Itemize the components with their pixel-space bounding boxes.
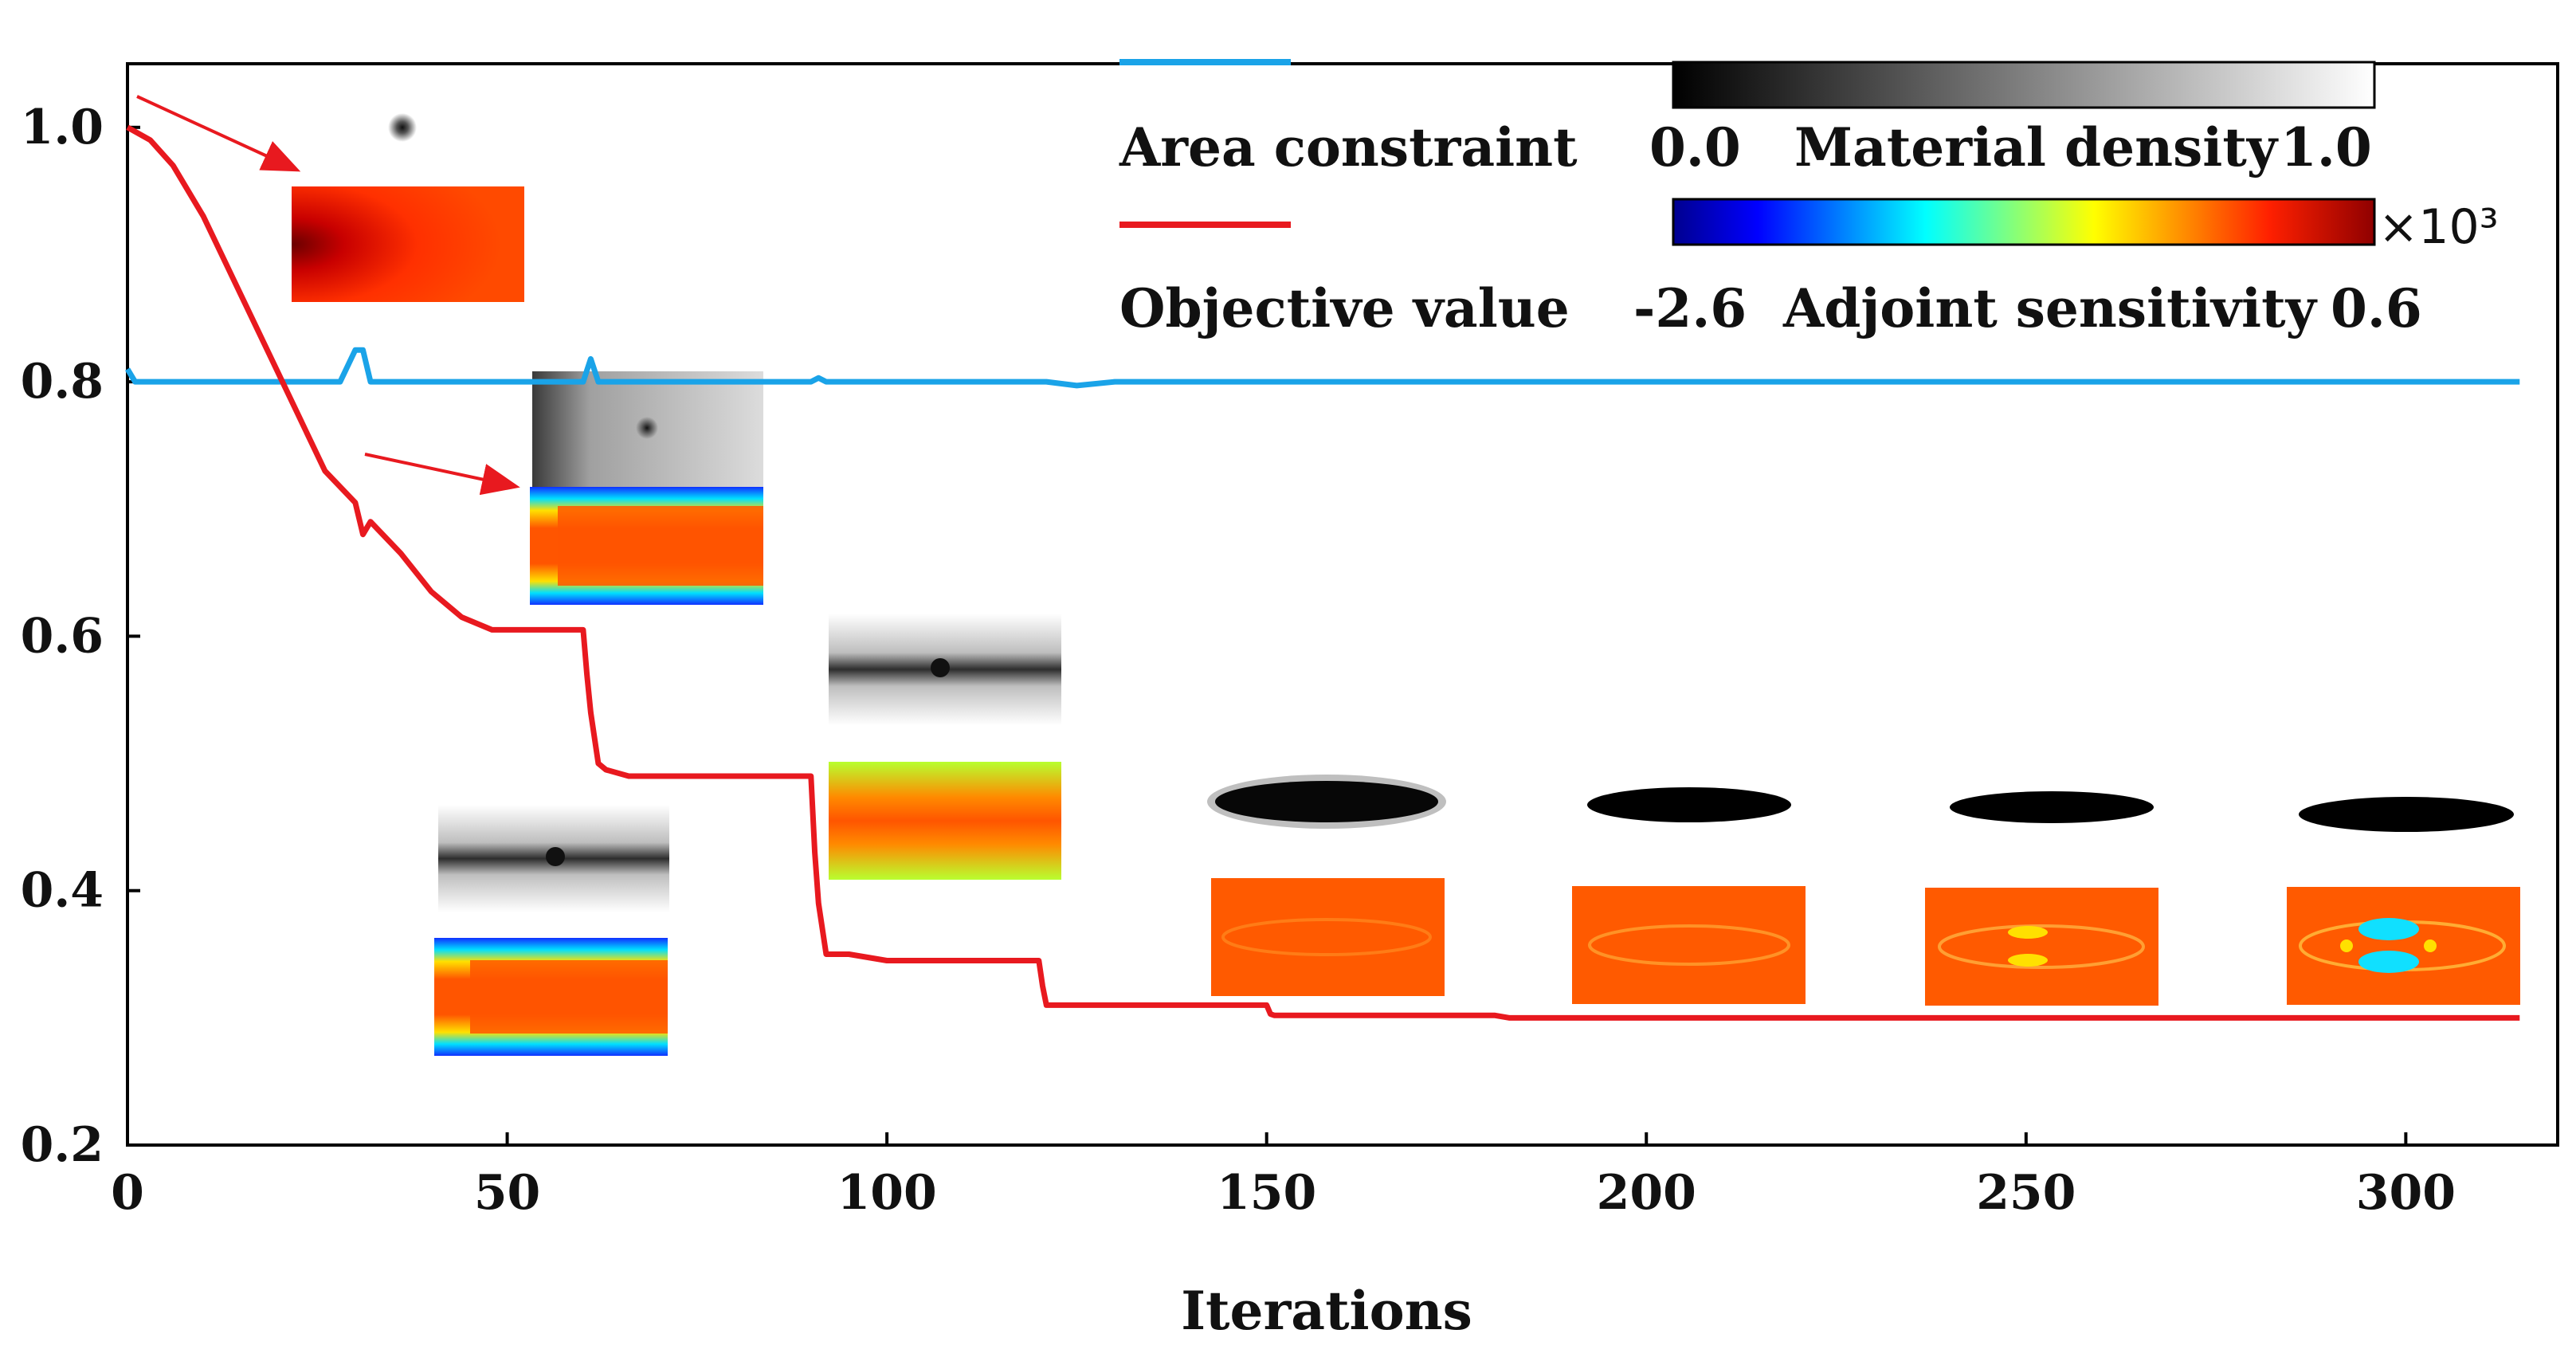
- legend: Area constraint Objective value: [1119, 59, 1578, 339]
- inset-iter-60: [434, 805, 669, 1056]
- arrow-to-inset-30: [364, 453, 520, 496]
- inset-iter-150: [1207, 775, 1446, 996]
- x-axis: 0 50 100 150 200 250 300: [111, 1132, 2456, 1221]
- y-tick-label: 0.8: [21, 354, 104, 410]
- inset-iter-200: [1572, 787, 1806, 1004]
- sensitivity-max: 0.6: [2331, 277, 2422, 339]
- sensitivity-min: -2.6: [1633, 277, 1747, 339]
- objective-value-line: [126, 124, 2520, 1021]
- x-axis-label: Iterations: [1181, 1280, 1472, 1342]
- x-tick-label: 200: [1597, 1165, 1696, 1221]
- density-label: Material density: [1794, 116, 2279, 178]
- sensitivity-label: Adjoint sensitivity: [1782, 277, 2318, 339]
- inset-iter-90: [829, 614, 1061, 880]
- x-tick-label: 100: [837, 1165, 937, 1221]
- y-tick-label: 0.4: [21, 863, 104, 919]
- plot-frame: [126, 62, 2559, 1147]
- area-constraint-line: [124, 347, 2520, 389]
- legend-objective-label: Objective value: [1119, 277, 1570, 339]
- inset-iter-0: [287, 84, 524, 302]
- legend-area-label: Area constraint: [1119, 116, 1578, 178]
- y-tick-label: 0.6: [21, 608, 104, 664]
- density-max: 1.0: [2280, 116, 2372, 178]
- arrow-to-inset-0: [136, 95, 301, 172]
- sensitivity-multiplier: ×10³: [2378, 199, 2499, 255]
- x-tick-label: 150: [1217, 1165, 1316, 1221]
- y-tick-label: 0.2: [21, 1117, 104, 1173]
- x-tick-label: 250: [1976, 1165, 2076, 1221]
- y-tick-label: 1.0: [21, 100, 104, 155]
- inset-iter-300: [2287, 797, 2520, 1005]
- x-tick-label: 0: [111, 1165, 144, 1221]
- x-tick-label: 50: [474, 1165, 541, 1221]
- x-tick-label: 300: [2356, 1165, 2456, 1221]
- density-colorbar: 0.0 Material density 1.0: [1649, 61, 2376, 178]
- inset-iter-30: [530, 371, 763, 605]
- y-axis: 0.2 0.4 0.6 0.8 1.0: [21, 100, 140, 1173]
- density-min: 0.0: [1649, 116, 1741, 178]
- sensitivity-colorbar: ×10³ -2.6 Adjoint sensitivity 0.6: [1633, 198, 2499, 339]
- inset-iter-250: [1925, 791, 2158, 1006]
